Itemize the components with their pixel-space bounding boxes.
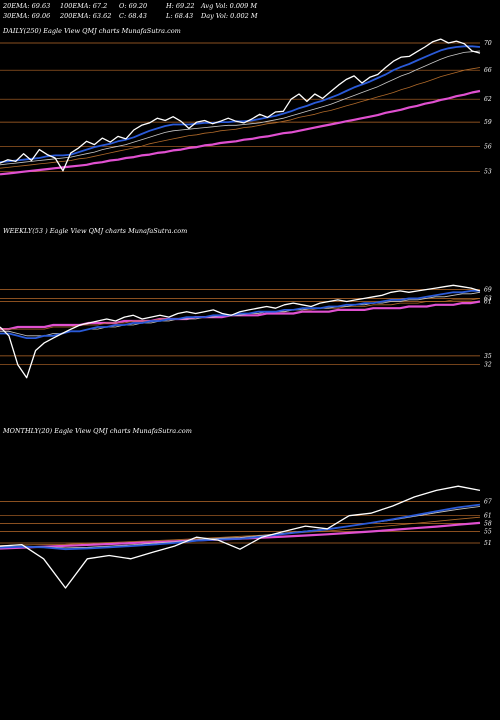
y-tick-label: 51	[484, 540, 492, 547]
header-close: C: 68.43	[119, 12, 147, 20]
header-100ema: 100EMA: 67.2	[60, 2, 107, 10]
header-200ema: 200EMA: 63.62	[59, 12, 111, 20]
header-low: L: 68.43	[165, 12, 193, 20]
y-tick-label: 59	[484, 119, 492, 126]
y-tick-label: 61	[484, 299, 492, 306]
header-20ema: 20EMA: 69.63	[2, 2, 50, 10]
y-tick-label: 62	[484, 96, 492, 103]
y-tick-label: 69	[484, 287, 492, 294]
indicator-header: 20EMA: 69.63 100EMA: 67.2 O: 69.20 H: 69…	[2, 2, 258, 20]
y-tick-label: 58	[484, 520, 492, 527]
weekly-panel-title: WEEKLY(53 ) Eagle View QMJ charts Munafa…	[3, 227, 187, 235]
header-avg-vol: Avg Vol: 0.009 M	[200, 2, 257, 10]
header-open: O: 69.20	[119, 2, 147, 10]
y-tick-label: 35	[484, 353, 492, 360]
y-tick-label: 66	[484, 67, 492, 74]
header-30ema: 30EMA: 69.06	[3, 12, 50, 20]
ma-brown-line	[0, 67, 481, 169]
ma-mid-line	[0, 50, 481, 166]
y-tick-label: 70	[484, 40, 492, 47]
y-tick-label: 53	[484, 169, 492, 176]
ema-short-line	[0, 289, 480, 340]
y-tick-label: 67	[484, 498, 492, 505]
header-day-vol: Day Vol: 0.002 M	[200, 12, 258, 20]
price-line	[0, 38, 481, 172]
ema-long-line	[0, 89, 481, 176]
y-tick-label: 32	[484, 362, 492, 369]
header-high: H: 69.22	[165, 2, 195, 10]
y-tick-label: 61	[484, 513, 492, 520]
y-tick-label: 56	[484, 143, 492, 150]
y-tick-label: 63	[484, 295, 492, 302]
ema-short-line	[0, 503, 481, 551]
price-line	[0, 284, 481, 379]
daily-panel: 70 66 62 59 56 53	[0, 38, 492, 176]
y-tick-label: 55	[484, 529, 492, 536]
ma-mid-line	[0, 506, 481, 549]
ema-short-line	[0, 45, 481, 164]
monthly-panel-title: MONTHLY(20) Eagle View QMJ charts Munafa…	[2, 427, 192, 435]
price-line	[0, 485, 481, 589]
daily-panel-title: DAILY(250) Eagle View QMJ charts MunafaS…	[2, 27, 181, 35]
ma-brown-line	[0, 516, 481, 546]
